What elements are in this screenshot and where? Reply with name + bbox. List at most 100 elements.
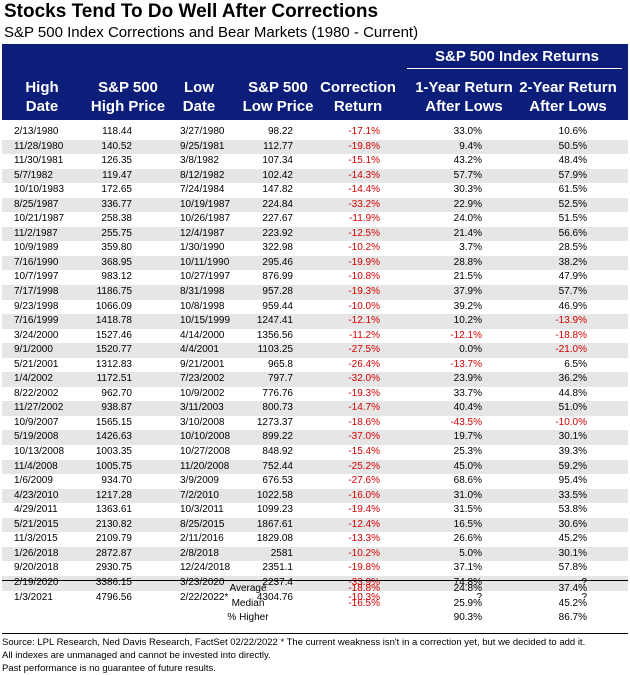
cell-low-date: 9/25/1981 [180,140,225,152]
column-header-correction-return: Correction Return [320,79,396,115]
cell-low-price: 1099.23 [256,504,293,516]
cell-correction-return: -33.9% [348,576,380,588]
summary-two-year: 86.7% [558,612,587,623]
cell-correction-return: -17.1% [348,126,380,137]
cell-low-date: 8/31/1998 [180,286,225,298]
cell-one-year-return: 37.9% [453,286,482,298]
cell-high-price: 934.70 [101,475,132,487]
table-row: 9/1/2000 1520.77 4/4/2001 1103.25 -27.5% 0.0%… [2,343,628,358]
cell-high-price: 359.80 [101,242,132,254]
cell-high-date: 1/26/2018 [14,547,59,559]
cell-one-year-return: 45.0% [453,460,482,472]
cell-high-date: 4/29/2011 [14,504,58,516]
column-header-high-price: S&P 500 High Price [90,79,166,115]
cell-high-price: 258.38 [101,213,132,225]
column-header-low-price: S&P 500 Low Price [242,79,314,115]
cell-high-date: 8/25/1987 [14,198,59,210]
cell-low-date: 2/22/2022* [180,591,229,603]
cell-high-date: 1/4/2002 [14,373,53,385]
cell-one-year-return: -13.7% [450,358,482,370]
cell-high-date: 9/1/2000 [14,344,53,356]
cell-correction-return: -12.5% [348,227,380,239]
cell-high-price: 3386.15 [95,576,132,588]
cell-one-year-return: 3.7% [459,242,482,254]
cell-high-price: 1066.09 [95,300,132,312]
cell-two-year-return: 33.5% [558,489,587,501]
cell-correction-return: -14.3% [348,169,380,181]
table-row: 7/17/1998 1186.75 8/31/1998 957.28 -19.3% 37.… [2,285,628,300]
data-table: 2/13/1980 118.44 3/27/1980 98.22 -17.1% 33.0%… [2,125,628,605]
cell-one-year-return: 26.6% [453,533,482,545]
cell-correction-return: -19.8% [348,140,380,152]
cell-one-year-return: 24.0% [453,213,482,225]
cell-one-year-return: 68.6% [453,475,482,487]
cell-two-year-return: 39.3% [558,446,587,458]
cell-two-year-return: 51.5% [558,213,587,225]
table-row: 9/20/2018 2930.75 12/24/2018 2351.1 -19.8% 37… [2,561,628,576]
cell-two-year-return: 44.8% [558,387,587,399]
cell-two-year-return: -13.9% [555,315,587,327]
cell-two-year-return: 61.5% [558,184,587,196]
cell-correction-return: -19.3% [348,387,380,399]
cell-low-date: 12/4/1987 [180,227,225,239]
cell-one-year-return: 33.0% [453,126,482,137]
cell-two-year-return: 30.6% [558,518,587,530]
cell-two-year-return: 38.2% [558,256,587,268]
cell-two-year-return: 45.2% [558,533,587,545]
cell-low-date: 2/11/2016 [180,533,224,545]
cell-low-price: 1356.56 [256,329,293,341]
cell-correction-return: -19.4% [348,504,380,516]
column-header-high-date: High Date [25,79,59,115]
cell-high-date: 11/2/1987 [14,227,58,239]
cell-low-price: 1247.41 [256,315,293,327]
table-row: 11/30/1981 126.35 3/8/1982 107.34 -15.1% 43.2… [2,154,628,169]
cell-two-year-return: 47.9% [558,271,587,283]
cell-low-date: 3/27/1980 [180,126,225,137]
table-row: 9/23/1998 1066.09 10/8/1998 959.44 -10.0% 39.… [2,300,628,315]
cell-low-date: 10/19/1987 [180,198,231,210]
cell-low-date: 8/12/1982 [180,169,225,181]
table-row: 8/25/1987 336.77 10/19/1987 224.84 -33.2% 22.… [2,197,628,213]
cell-low-date: 3/10/2008 [180,416,225,428]
summary-row: Average -18.8% 24.8% 37.4% [2,582,628,597]
table-row: 5/7/1982 119.47 8/12/1982 102.42 -14.3% 57.7%… [2,168,628,184]
cell-high-date: 5/7/1982 [14,169,53,181]
cell-high-price: 1520.77 [95,344,132,356]
cell-high-date: 9/23/1998 [14,300,59,312]
cell-two-year-return: 50.5% [558,140,587,152]
cell-low-date: 7/23/2002 [180,373,225,385]
cell-correction-return: -32.0% [348,373,380,385]
cell-high-date: 5/21/2015 [14,518,59,530]
column-header-one-year-return: 1-Year Return After Lows [415,79,513,115]
cell-low-price: 107.34 [262,155,293,167]
table-row: 5/21/2001 1312.83 9/21/2001 965.8 -26.4% -13.… [2,358,628,373]
cell-two-year-return: 53.8% [558,504,587,516]
cell-correction-return: -15.1% [348,155,380,167]
cell-correction-return: -19.8% [348,562,380,574]
cell-high-date: 11/28/1980 [14,140,64,152]
cell-high-price: 1565.15 [95,416,132,428]
cell-one-year-return: 40.4% [453,402,482,414]
cell-low-price: 223.92 [262,227,293,239]
cell-low-date: 3/23/2020 [180,576,225,588]
chart-title: Stocks Tend To Do Well After Corrections [4,1,379,22]
cell-low-price: 1867.61 [256,518,293,530]
cell-correction-return: -10.2% [348,547,380,559]
cell-high-date: 10/9/1989 [14,242,59,254]
cell-correction-return: -19.3% [348,286,380,298]
cell-correction-return: -10.8% [348,271,380,283]
cell-high-date: 11/3/2015 [14,533,58,545]
cell-one-year-return: 25.3% [453,446,482,458]
cell-low-price: 1829.08 [256,533,293,545]
cell-low-date: 4/4/2001 [180,344,219,356]
cell-correction-return: -37.0% [348,431,380,443]
cell-low-price: 965.8 [267,358,293,370]
cell-high-date: 7/17/1998 [14,286,59,298]
cell-one-year-return: 37.1% [453,562,482,574]
cell-low-price: 752.44 [262,460,293,472]
summary-one-year: 25.9% [453,597,482,609]
cell-one-year-return: 16.5% [453,518,482,530]
cell-high-date: 7/16/1990 [14,256,59,268]
cell-one-year-return: 22.9% [453,198,482,210]
cell-correction-return: -27.5% [348,344,380,356]
